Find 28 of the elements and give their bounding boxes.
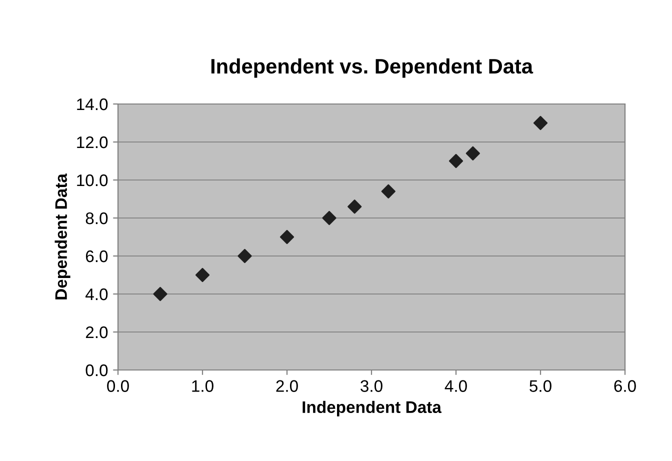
y-tick-label: 6.0 [86,250,108,262]
x-axis-title: Independent Data [302,400,442,416]
point [280,230,294,244]
chart-title: Independent vs. Dependent Data [211,58,534,78]
x-tick-label: 6.0 [614,380,636,392]
y-tick-label: 0.0 [86,364,108,376]
point [153,286,168,302]
point [348,200,362,214]
x-tick-label: 4.0 [444,380,467,392]
x-tick-label: 2.0 [276,380,298,392]
point [238,248,252,264]
point [195,268,210,282]
y-tick-label: 14.0 [77,98,108,110]
x-tick-label: 1.0 [192,380,214,392]
y-tick-label: 8.0 [86,212,108,224]
point [322,210,336,226]
y-tick-label: 12.0 [77,136,108,148]
x-tick-label: 3.0 [360,380,382,392]
point [533,116,548,130]
point [448,154,464,168]
y-tick-label: 2.0 [86,326,108,338]
y-tick-label: 4.0 [85,288,108,300]
x-tick-label: 0.0 [107,380,129,392]
point [466,146,480,160]
point [381,184,396,198]
x-tick-label: 5.0 [530,380,552,392]
y-axis-title: Dependent Data [54,173,70,300]
y-tick-label: 10.0 [77,174,108,186]
